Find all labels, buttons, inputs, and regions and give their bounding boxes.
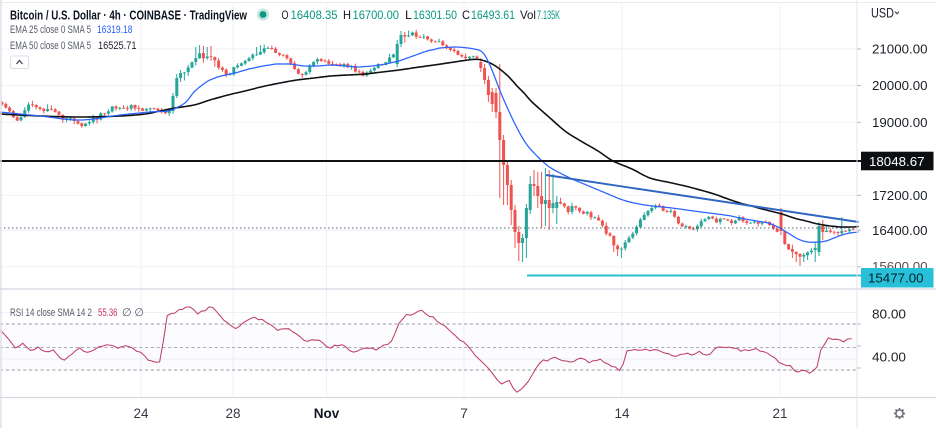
svg-text:H: H xyxy=(343,9,351,22)
svg-text:24: 24 xyxy=(133,406,149,421)
svg-text:55.36: 55.36 xyxy=(98,307,118,319)
svg-text:EMA 50 close 0 SMA 5: EMA 50 close 0 SMA 5 xyxy=(10,40,91,52)
svg-text:21: 21 xyxy=(772,406,787,421)
svg-text:16400.00: 16400.00 xyxy=(872,223,928,238)
svg-text:C: C xyxy=(462,9,470,22)
svg-text:20000.00: 20000.00 xyxy=(872,78,928,93)
svg-text:16493.61: 16493.61 xyxy=(471,9,515,22)
svg-text:Vol: Vol xyxy=(520,9,536,22)
svg-text:L: L xyxy=(405,9,413,22)
svg-text:RSI 14 close SMA 14 2: RSI 14 close SMA 14 2 xyxy=(10,307,92,319)
svg-text:40.00: 40.00 xyxy=(872,350,906,365)
svg-text:16408.35: 16408.35 xyxy=(291,9,338,22)
svg-text:19000.00: 19000.00 xyxy=(872,115,928,130)
svg-text:EMA 25 close 0 SMA 5: EMA 25 close 0 SMA 5 xyxy=(10,24,91,36)
svg-text:Bitcoin / U.S. Dollar · 4h · C: Bitcoin / U.S. Dollar · 4h · COINBASE · … xyxy=(10,7,248,22)
svg-text:21000.00: 21000.00 xyxy=(872,42,928,57)
svg-text:16301.50: 16301.50 xyxy=(413,9,457,22)
svg-text:16525.71: 16525.71 xyxy=(98,40,137,52)
svg-text:16700.00: 16700.00 xyxy=(353,9,400,22)
svg-text:Nov: Nov xyxy=(314,406,340,421)
svg-text:O: O xyxy=(282,9,289,22)
svg-text:14: 14 xyxy=(614,406,630,421)
svg-text:28: 28 xyxy=(225,406,240,421)
svg-text:16319.18: 16319.18 xyxy=(97,24,133,36)
svg-text:7: 7 xyxy=(460,406,468,421)
svg-text:18048.67: 18048.67 xyxy=(869,154,925,169)
svg-text:15477.00: 15477.00 xyxy=(868,271,924,286)
svg-text:USD: USD xyxy=(871,6,894,21)
svg-text:17200.00: 17200.00 xyxy=(872,188,928,203)
svg-text:80.00: 80.00 xyxy=(872,307,906,322)
svg-text:∅ ∅: ∅ ∅ xyxy=(122,307,144,319)
svg-text:7.135K: 7.135K xyxy=(537,9,560,22)
